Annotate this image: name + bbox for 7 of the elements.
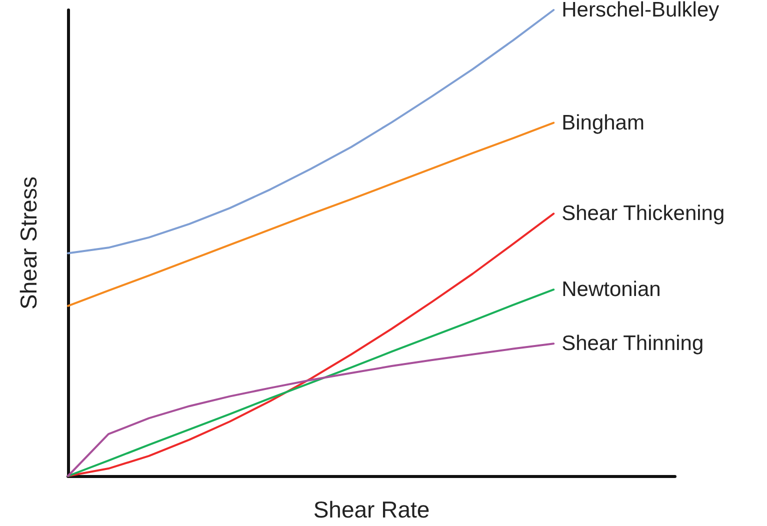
series-label: Shear Thinning	[562, 332, 704, 356]
series-label: Bingham	[562, 111, 644, 134]
y-axis-title: Shear Stress	[16, 176, 42, 310]
series-label: Newtonian	[562, 278, 661, 302]
series-label: Shear Thickening	[562, 202, 725, 226]
series-label: Herschel-Bulkley	[562, 0, 720, 22]
x-axis-title: Shear Rate	[313, 496, 430, 522]
